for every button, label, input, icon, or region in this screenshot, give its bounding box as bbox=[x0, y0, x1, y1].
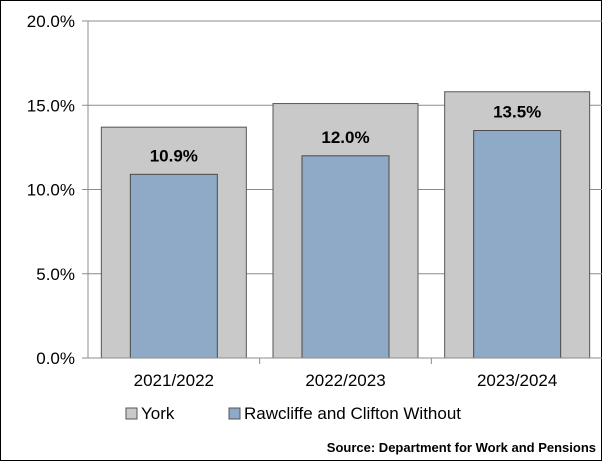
bar-rawcliffe bbox=[473, 130, 562, 359]
legend-label: Rawcliffe and Clifton Without bbox=[244, 404, 461, 423]
legend-swatch bbox=[125, 407, 138, 420]
y-tick-label: 0.0% bbox=[36, 349, 75, 368]
bar-rawcliffe bbox=[129, 173, 218, 359]
bar-rawcliffe bbox=[301, 155, 390, 359]
data-label: 10.9% bbox=[150, 146, 198, 165]
y-tick-label: 20.0% bbox=[27, 12, 75, 31]
source-note: Source: Department for Work and Pensions bbox=[327, 440, 596, 455]
data-label: 12.0% bbox=[321, 128, 369, 147]
y-tick-label: 15.0% bbox=[27, 96, 75, 115]
x-tick-label: 2023/2024 bbox=[477, 371, 557, 390]
legend: York Rawcliffe and Clifton Without bbox=[125, 404, 461, 423]
data-label: 13.5% bbox=[493, 103, 541, 122]
legend-swatch bbox=[228, 407, 241, 420]
y-tick-label: 5.0% bbox=[36, 265, 75, 284]
rawcliffe-bars bbox=[129, 130, 562, 359]
y-tick-label: 10.0% bbox=[27, 181, 75, 200]
x-tick-label: 2021/2022 bbox=[134, 371, 214, 390]
x-tick-label: 2022/2023 bbox=[305, 371, 385, 390]
legend-label: York bbox=[141, 404, 175, 423]
data-labels: 10.9% 12.0% 13.5% bbox=[150, 103, 542, 166]
axes: 0.0% 5.0% 10.0% 15.0% 20.0% 2021/2022 2022/202… bbox=[27, 12, 602, 390]
